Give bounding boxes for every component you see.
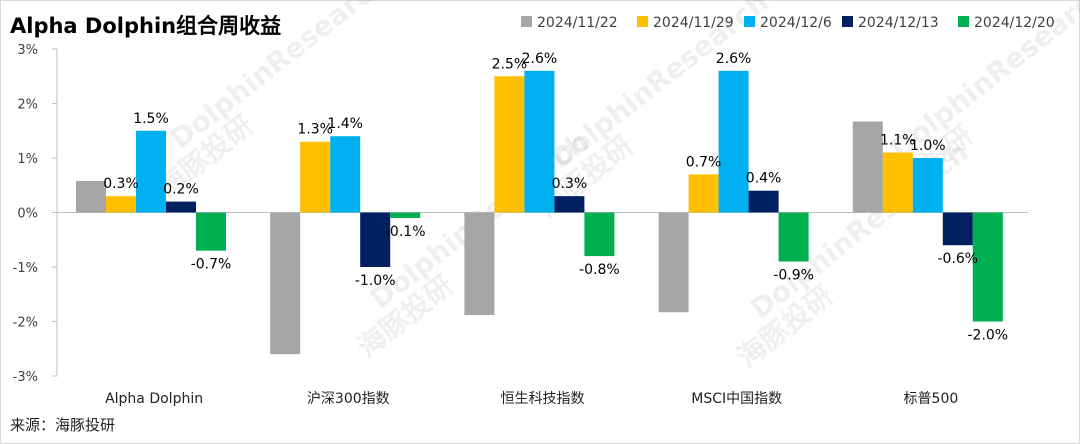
y-tick-label: -3% bbox=[13, 370, 38, 385]
data-label: 0.4% bbox=[746, 171, 782, 187]
bar bbox=[912, 158, 943, 213]
category-label: 标普500 bbox=[904, 391, 959, 407]
data-label: 2.6% bbox=[716, 51, 752, 67]
y-tick-label: 0% bbox=[17, 207, 38, 222]
data-label: 0.3% bbox=[552, 176, 588, 192]
data-label: -1.0% bbox=[355, 273, 396, 289]
legend: 2024/11/22 2024/11/29 2024/12/6 2024/12/13 2… bbox=[521, 15, 1055, 31]
legend-label: 2024/12/6 bbox=[760, 15, 832, 31]
bar bbox=[554, 196, 585, 213]
category-label: 沪深300指数 bbox=[307, 391, 390, 407]
y-tick-label: -2% bbox=[13, 316, 38, 331]
bar bbox=[778, 212, 809, 262]
chart-title: Alpha Dolphin组合周收益 bbox=[10, 14, 281, 38]
legend-label: 2024/12/13 bbox=[858, 15, 939, 31]
bar bbox=[166, 201, 196, 213]
legend-swatch bbox=[842, 16, 853, 27]
data-label: -0.7% bbox=[191, 257, 232, 273]
data-label: -0.1% bbox=[385, 224, 426, 240]
bar bbox=[270, 212, 301, 355]
bar bbox=[942, 212, 973, 246]
bar bbox=[972, 212, 1003, 322]
data-label: 0.2% bbox=[163, 182, 199, 198]
bar bbox=[136, 130, 166, 213]
bar bbox=[390, 212, 421, 218]
bar bbox=[882, 152, 913, 213]
bar bbox=[494, 76, 525, 213]
legend-label: 2024/11/29 bbox=[653, 15, 734, 31]
bar bbox=[524, 70, 555, 213]
legend-swatch bbox=[958, 16, 969, 27]
data-label: 0.7% bbox=[686, 154, 722, 170]
bar bbox=[718, 70, 749, 213]
category-label: MSCI中国指数 bbox=[691, 391, 782, 407]
data-label: -0.6% bbox=[937, 251, 978, 267]
data-label: 1.4% bbox=[327, 116, 363, 132]
legend-swatch bbox=[637, 16, 648, 27]
data-label: 1.5% bbox=[133, 111, 169, 127]
bar bbox=[76, 180, 106, 213]
data-label: 0.3% bbox=[103, 176, 139, 192]
data-label: 2.6% bbox=[522, 51, 558, 67]
bar bbox=[584, 212, 615, 257]
data-label: -2.0% bbox=[967, 328, 1008, 344]
legend-swatch bbox=[744, 16, 755, 27]
data-label: 1.1% bbox=[880, 133, 916, 149]
category-label: Alpha Dolphin bbox=[105, 391, 203, 407]
y-tick-label: -1% bbox=[13, 261, 38, 276]
legend-label: 2024/11/22 bbox=[537, 15, 618, 31]
bar bbox=[852, 121, 883, 213]
bar bbox=[196, 212, 226, 251]
source-note: 来源：海豚投研 bbox=[10, 416, 115, 434]
data-label: 2.5% bbox=[492, 56, 528, 72]
y-axis: 3% 2% 1% 0% -1% -2% -3% bbox=[13, 43, 58, 385]
bars bbox=[76, 70, 1003, 355]
data-label: -0.9% bbox=[773, 268, 814, 284]
bar bbox=[688, 174, 719, 213]
category-label: 恒生科技指数 bbox=[501, 391, 585, 407]
y-tick-label: 1% bbox=[17, 152, 38, 167]
bar bbox=[106, 196, 136, 213]
bar bbox=[748, 190, 779, 213]
legend-swatch bbox=[521, 16, 532, 27]
bar bbox=[464, 212, 495, 315]
bar bbox=[658, 212, 689, 313]
data-labels: 0.3%1.5%0.2%-0.7%1.3%1.4%-1.0%-0.1%2.5%2… bbox=[103, 51, 1008, 344]
data-label: -0.8% bbox=[579, 262, 620, 278]
legend-label: 2024/12/20 bbox=[974, 15, 1055, 31]
data-label: 1.0% bbox=[910, 138, 946, 154]
bar bbox=[300, 141, 331, 213]
category-labels: Alpha Dolphin 沪深300指数 恒生科技指数 MSCI中国指数 标普500 bbox=[105, 391, 958, 407]
data-label: 1.3% bbox=[297, 122, 333, 138]
y-tick-label: 3% bbox=[17, 43, 38, 58]
y-tick-label: 2% bbox=[17, 98, 38, 113]
bar bbox=[330, 136, 361, 213]
bar bbox=[360, 212, 391, 267]
